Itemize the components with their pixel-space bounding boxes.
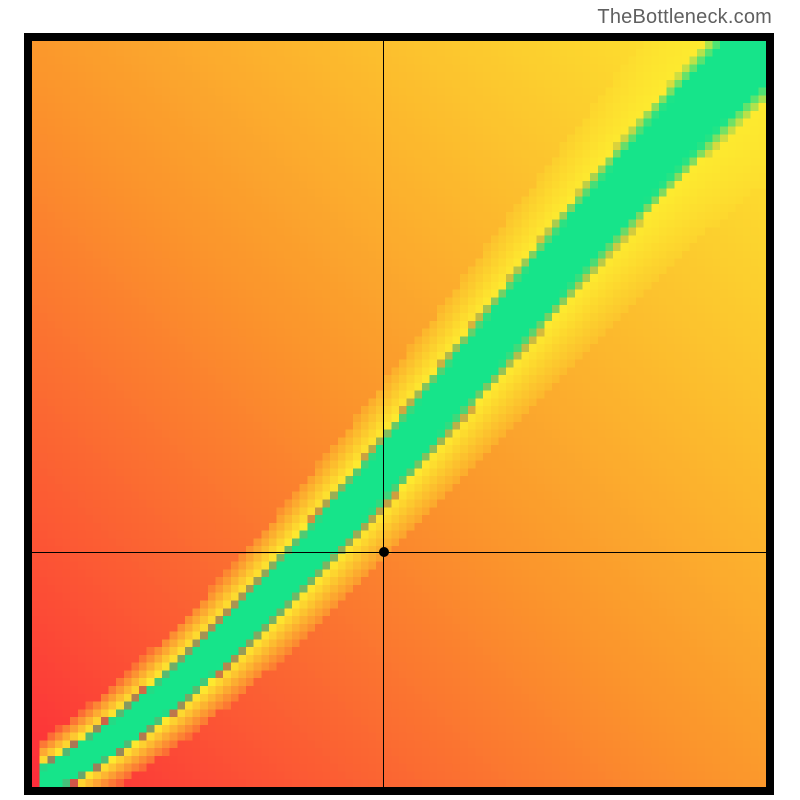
watermark-text: TheBottleneck.com xyxy=(597,6,772,29)
crosshair-vertical xyxy=(383,33,384,795)
chart-container: TheBottleneck.com xyxy=(0,0,800,800)
heatmap-canvas xyxy=(32,41,766,787)
crosshair-horizontal xyxy=(24,552,774,553)
plot-area xyxy=(24,33,774,795)
